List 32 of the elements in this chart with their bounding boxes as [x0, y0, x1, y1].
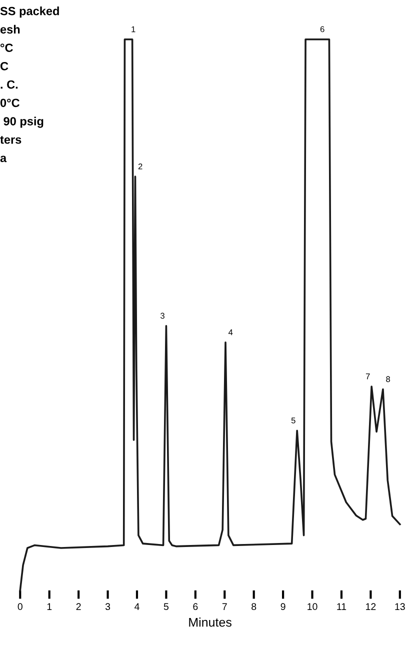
- text: a: [0, 156, 7, 162]
- annotation: 6: [320, 26, 324, 32]
- text: C: [0, 62, 8, 70]
- annotation: 8: [386, 376, 390, 382]
- x-tick-label: 7: [222, 603, 227, 610]
- annotation: 1: [132, 26, 136, 32]
- text: . C.: [0, 80, 18, 89]
- text: 0°C: [0, 98, 20, 108]
- text: esh: [0, 24, 20, 34]
- x-tick-label: 11: [337, 603, 346, 610]
- annotation: 3: [160, 312, 164, 319]
- x-tick-label: 12: [366, 603, 376, 610]
- x-tick-label: 10: [308, 603, 318, 610]
- x-tick-label: 8: [252, 603, 256, 610]
- x-tick-label: 3: [105, 603, 110, 610]
- x-tick-label: 5: [164, 603, 168, 610]
- annotation: ters: [0, 136, 22, 144]
- annotation: 90 psig: [4, 116, 44, 128]
- x-tick-label: 13: [395, 603, 405, 610]
- x-tick-label: 6: [193, 603, 198, 610]
- annotation: 4: [228, 329, 233, 336]
- text: SS packed: [0, 6, 59, 18]
- text: °C: [0, 44, 13, 52]
- annotation: 7: [366, 373, 370, 380]
- x-tick-label: 1: [47, 603, 52, 610]
- annotation: 2: [138, 163, 142, 170]
- x-tick-label: 2: [76, 603, 81, 610]
- x-tick-label: 4: [134, 603, 140, 610]
- x-axis-title: Minutes: [189, 618, 232, 627]
- x-tick-label: 9: [280, 603, 286, 610]
- annotation: 5: [291, 418, 296, 424]
- x-tick-label: 0: [18, 603, 22, 610]
